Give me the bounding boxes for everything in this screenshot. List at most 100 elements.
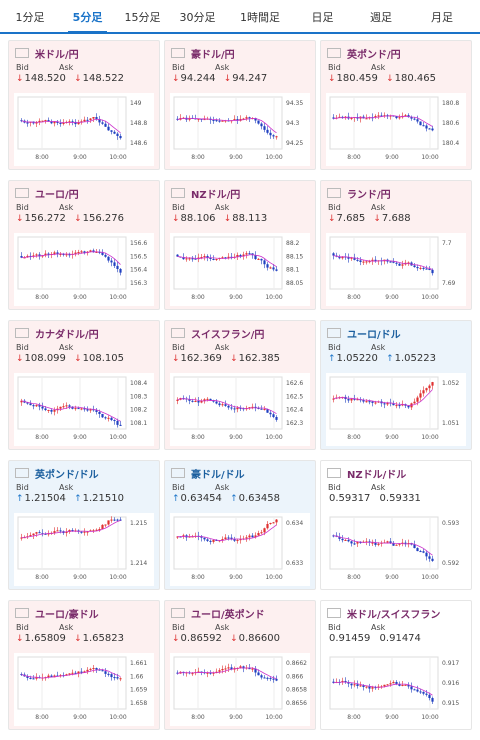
rate-card[interactable]: NZドル/ドル Bid Ask 0.59317 0.59331 8:00 9:00 1… [320,460,472,590]
candle [239,539,242,541]
candle [119,424,122,426]
candle [98,669,101,671]
plot-frame [173,96,283,150]
pair-title[interactable]: 英ポンド/ドル [35,469,99,481]
rate-card[interactable]: ユーロ/英ポンド Bid Ask ↓0.86592 ↓0.86600 8:00 9:… [164,600,316,730]
currency-flag-icon [327,468,341,478]
rate-card[interactable]: 英ポンド/円 Bid Ask ↓180.459 ↓180.465 8:00 9:00… [320,40,472,170]
candle [395,262,398,264]
rate-card[interactable]: 豪ドル/ドル Bid Ask ↑0.63454 ↑0.63458 8:00 9:00… [164,460,316,590]
candle [275,519,278,523]
rate-card[interactable]: スイスフラン/円 Bid Ask ↓162.369 ↓162.385 8:00 9:… [164,320,316,450]
candle [419,691,422,693]
candle [251,668,254,670]
candlestick-chart[interactable]: 8:00 9:00 10:00 1.215 1.214 [14,513,154,586]
card-header: 英ポンド/円 [327,46,401,61]
chart-svg: 8:00 9:00 10:00 180.8 180.6 180.4 [329,96,459,161]
pair-title[interactable]: NZドル/円 [191,189,241,201]
candle [191,400,194,402]
pair-title[interactable]: ユーロ/豪ドル [35,609,99,621]
pair-title[interactable]: カナダドル/円 [35,329,99,341]
pair-title[interactable]: 豪ドル/円 [191,49,235,61]
candle [95,410,98,412]
tab-1[interactable]: 5分足 [60,0,115,34]
candlestick-chart[interactable]: 8:00 9:00 10:00 156.6 156.5 156.4 156.3 [14,233,154,306]
y-tick-label: 88.15 [286,253,303,260]
tab-5[interactable]: 日足 [311,11,334,24]
pair-title[interactable]: NZドル/ドル [347,469,407,481]
rate-card[interactable]: 英ポンド/ドル Bid Ask ↑1.21504 ↑1.21510 8:00 9:0… [8,460,160,590]
rate-card[interactable]: 米ドル/円 Bid Ask ↓148.520 ↓148.522 8:00 9:00 1… [8,40,160,170]
pair-title[interactable]: ユーロ/円 [35,189,79,201]
candle [248,253,251,255]
pair-title[interactable]: スイスフラン/円 [191,329,265,341]
pair-title[interactable]: ランド/円 [347,189,391,201]
tab-7[interactable]: 月足 [431,11,453,24]
rate-card[interactable]: ランド/円 Bid Ask ↓7.685 ↓7.688 8:00 9:00 10:00… [320,180,472,310]
pair-title[interactable]: 米ドル/円 [35,49,79,61]
card-header: ランド/円 [327,186,391,201]
candle [245,253,248,255]
ask-label: Ask [371,203,386,212]
ask-label: Ask [215,483,230,492]
plot-frame [329,656,439,710]
bid-ask-values: 0.91459 0.91474 [328,633,426,644]
x-tick-label: 10:00 [265,294,282,301]
tab-3[interactable]: 30分足 [179,11,216,24]
candle [371,259,374,262]
x-tick-label: 8:00 [191,294,205,301]
candle [401,264,404,266]
y-tick-label: 94.35 [286,100,303,107]
candlestick-chart[interactable]: 8:00 9:00 10:00 0.8662 0.866 0.8658 0.8656 [170,653,310,726]
candle [77,252,80,254]
candle [401,684,404,686]
candlestick-chart[interactable]: 8:00 9:00 10:00 162.6 162.5 162.4 162.3 [170,373,310,446]
candlestick-chart[interactable]: 8:00 9:00 10:00 88.2 88.15 88.1 88.05 [170,233,310,306]
candlestick-chart[interactable]: 8:00 9:00 10:00 108.4 108.3 108.2 108.1 [14,373,154,446]
candle [56,530,59,532]
candlestick-chart[interactable]: 8:00 9:00 10:00 7.7 7.69 [326,233,466,306]
candle [71,672,74,674]
tab-2[interactable]: 15分足 [124,11,161,24]
candle [113,262,116,266]
pair-title[interactable]: ユーロ/ドル [347,329,401,341]
tab-0[interactable]: 1分足 [15,11,45,24]
rate-card[interactable]: NZドル/円 Bid Ask ↓88.106 ↓88.113 8:00 9:00 10… [164,180,316,310]
candlestick-chart[interactable]: 8:00 9:00 10:00 1.661 1.66 1.659 1.658 [14,653,154,726]
tab-6[interactable]: 週足 [370,11,392,24]
candle [194,258,197,260]
rate-card[interactable]: ユーロ/豪ドル Bid Ask ↓1.65809 ↓1.65823 8:00 9:0… [8,600,160,730]
candlestick-chart[interactable]: 8:00 9:00 10:00 0.593 0.592 [326,513,466,586]
y-tick-label: 162.5 [286,393,303,400]
candlestick-chart[interactable]: 8:00 9:00 10:00 0.634 0.633 [170,513,310,586]
plot-frame [173,236,283,290]
candle [365,541,368,543]
tab-4[interactable]: 1時間足 [240,11,280,24]
bid-label: Bid [328,343,341,352]
arrow-down-icon: ↓ [386,74,394,84]
candlestick-chart[interactable]: 8:00 9:00 10:00 1.052 1.051 [326,373,466,446]
candlestick-chart[interactable]: 8:00 9:00 10:00 180.8 180.6 180.4 [326,93,466,166]
candlestick-chart[interactable]: 8:00 9:00 10:00 94.35 94.3 94.25 [170,93,310,166]
pair-title[interactable]: 米ドル/スイスフラン [347,609,441,621]
pair-title[interactable]: 英ポンド/円 [347,49,401,61]
candle [350,117,353,119]
candle [221,539,224,541]
candlestick-chart[interactable]: 8:00 9:00 10:00 0.917 0.916 0.915 [326,653,466,726]
rate-card[interactable]: ユーロ/円 Bid Ask ↓156.272 ↓156.276 8:00 9:00 1… [8,180,160,310]
arrow-down-icon: ↓ [172,74,180,84]
candle [74,672,77,674]
candle [107,126,110,131]
candle [95,667,98,670]
candle [257,258,260,260]
candle [254,406,257,408]
pair-title[interactable]: ユーロ/英ポンド [191,609,265,621]
rate-card[interactable]: 米ドル/スイスフラン Bid Ask 0.91459 0.91474 8:00 9:… [320,600,472,730]
rate-card[interactable]: カナダドル/円 Bid Ask ↓108.099 ↓108.105 8:00 9:0… [8,320,160,450]
pair-title[interactable]: 豪ドル/ドル [191,469,245,481]
rate-card[interactable]: ユーロ/ドル Bid Ask ↑1.05220 ↑1.05223 8:00 9:00… [320,320,472,450]
candlestick-chart[interactable]: 8:00 9:00 10:00 149 148.8 148.6 [14,93,154,166]
rate-card[interactable]: 豪ドル/円 Bid Ask ↓94.244 ↓94.247 8:00 9:00 10:… [164,40,316,170]
chart-svg: 8:00 9:00 10:00 7.7 7.69 [329,236,456,301]
y-tick-label: 108.3 [130,393,147,400]
